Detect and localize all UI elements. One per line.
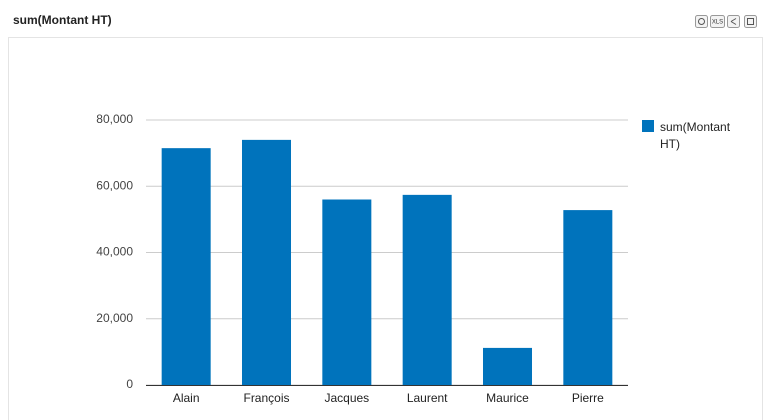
x-tick-label: Maurice <box>486 391 529 405</box>
xls-button[interactable] <box>710 15 725 28</box>
share-icon <box>730 18 737 25</box>
bar <box>322 199 372 385</box>
legend-label: sum(Montant HT) <box>660 120 731 151</box>
x-tick-label: Laurent <box>407 391 448 405</box>
bar <box>241 139 292 385</box>
bar <box>402 194 452 385</box>
toolbar: XLS <box>695 15 757 28</box>
panel-title: sum(Montant HT) <box>13 13 112 27</box>
share-button[interactable] <box>727 15 740 28</box>
x-tick-label: Alain <box>173 391 200 405</box>
y-tick-label: 60,000 <box>96 178 133 192</box>
x-tick-label: Pierre <box>572 391 604 405</box>
panel-frame <box>8 37 763 420</box>
y-tick-label: 40,000 <box>96 245 133 259</box>
y-tick-label: 20,000 <box>96 311 133 325</box>
x-tick-label: Jacques <box>324 391 369 405</box>
settings-icon <box>698 18 705 25</box>
bar <box>161 148 211 385</box>
bar <box>563 210 613 385</box>
maximize-button[interactable] <box>744 15 757 28</box>
x-tick-label: François <box>243 391 289 405</box>
legend-swatch <box>642 120 654 132</box>
bar <box>482 347 533 385</box>
maximize-icon <box>747 18 754 25</box>
y-tick-label: 0 <box>126 377 133 391</box>
y-tick-label: 80,000 <box>96 112 133 126</box>
settings-button[interactable] <box>695 15 708 28</box>
xls-label: XLS <box>712 20 723 26</box>
